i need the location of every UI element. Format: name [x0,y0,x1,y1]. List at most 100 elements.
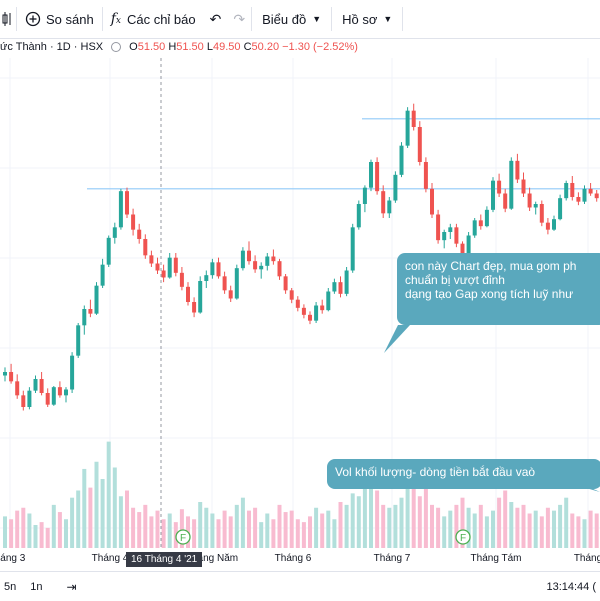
candle-body [588,188,593,194]
candle-style-button[interactable] [0,0,16,38]
candle-body [326,291,331,311]
candle-body [118,191,123,228]
volume-bar [588,510,593,548]
candle-body [100,264,105,286]
candle-body [436,214,441,241]
range-1n-button[interactable]: 1n [30,580,43,593]
candle-body [552,219,556,230]
volume-bar [295,519,300,548]
goto-date-icon[interactable]: ⇥ [66,579,77,594]
crosshair-date-label: 16 Tháng 4 '21 [126,552,203,567]
volume-bar [594,513,599,548]
candle-body [558,198,563,220]
volume-bar [259,522,264,548]
volume-bar [253,507,258,548]
candle-body [57,387,62,396]
low-key: L [206,41,213,53]
volume-bar [466,507,471,548]
candle-body [247,250,251,262]
x-tick-label: Tháng 4 [91,553,129,564]
candle-body [210,262,215,276]
indicators-label: Các chỉ báo [126,11,196,27]
candle-body [338,282,343,294]
candle-body [527,193,532,208]
volume-bar [478,504,483,548]
volume-bar [27,513,32,548]
candle-body [112,227,117,238]
time-axis[interactable]: háng 3 Tháng 4 Tháng Năm Tháng 6 Tháng 7… [0,549,600,569]
candle-body [173,257,178,273]
x-tick-label: Tháng 6 [274,553,312,564]
candle-body [88,309,93,314]
candle-body [405,110,410,146]
volume-bar [350,493,355,548]
volume-bar [430,504,434,548]
volume-bar [393,504,398,548]
volume-bar [515,507,520,548]
candle-body [271,256,276,262]
annotation-callout[interactable]: con này Chart đẹp, mua gom ph chuẩn bị v… [397,253,600,325]
candle-body [240,250,245,269]
volume-bar [271,519,276,548]
volume-bar [338,502,343,548]
volume-bar [82,468,87,548]
indicators-button[interactable]: fx Các chỉ báo [103,0,204,38]
candle-body [539,204,544,223]
volume-bar [552,510,556,548]
candle-body [417,127,422,162]
candle-body [21,395,26,407]
candle-body [308,314,312,321]
candle-body [472,220,477,236]
candle-body [9,372,14,382]
candle-body [442,232,447,241]
candle-body [301,307,306,315]
volume-bar [527,513,532,548]
candle-body [582,188,587,202]
candle-body [82,309,87,326]
candle-body [15,381,20,396]
callout-line: dạng tạo Gap xong tích luỹ như [405,287,574,301]
event-marker-icon [175,529,191,545]
volume-bar [497,497,502,548]
volume-bar [210,513,215,548]
volume-bar [204,507,209,548]
volume-bar [301,522,306,548]
profile-menu[interactable]: Hồ sơ ▼ [332,0,402,38]
undo-button[interactable]: ↶ [204,0,228,38]
callout-text: Vol khối lượng- dòng tiền bắt đầu vaò [335,465,536,479]
candle-body [149,255,154,264]
event-marker-label: F [460,533,466,544]
volume-bar [88,487,93,548]
low-value: 49.50 [212,41,241,53]
redo-button[interactable]: ↷ [227,0,251,38]
volume-bar [344,504,349,548]
candle-body [3,372,7,376]
candle-body [466,235,471,259]
candle-body [137,229,142,239]
chart-type-label: Biểu đồ [262,11,307,27]
volume-bar [76,490,81,548]
volume-bar [64,519,68,548]
compare-button[interactable]: So sánh [17,0,102,38]
toolbar-divider [101,7,103,31]
chart-type-menu[interactable]: Biểu đồ ▼ [252,0,331,38]
toolbar-divider [331,7,333,31]
high-value: 51.50 [176,41,204,53]
range-5n-button[interactable]: 5n [4,580,17,593]
volume-callout[interactable]: Vol khối lượng- dòng tiền bắt đầu vaò [327,459,600,489]
redo-icon: ↷ [233,10,246,27]
candle-body [430,188,434,215]
eye-icon[interactable] [111,42,122,52]
candles-icon [2,12,11,26]
candle-body [155,263,160,271]
volume-bar [70,497,75,548]
volume-bar [375,490,380,548]
candle-body [283,276,288,291]
volume-bar [460,497,465,548]
callout-line: chuẩn bị vượt đỉnh [405,273,505,287]
candle-body [478,220,483,227]
candle-body [381,191,386,214]
candle-body [344,270,349,294]
volume-bar [15,510,20,548]
candle-body [259,265,264,270]
